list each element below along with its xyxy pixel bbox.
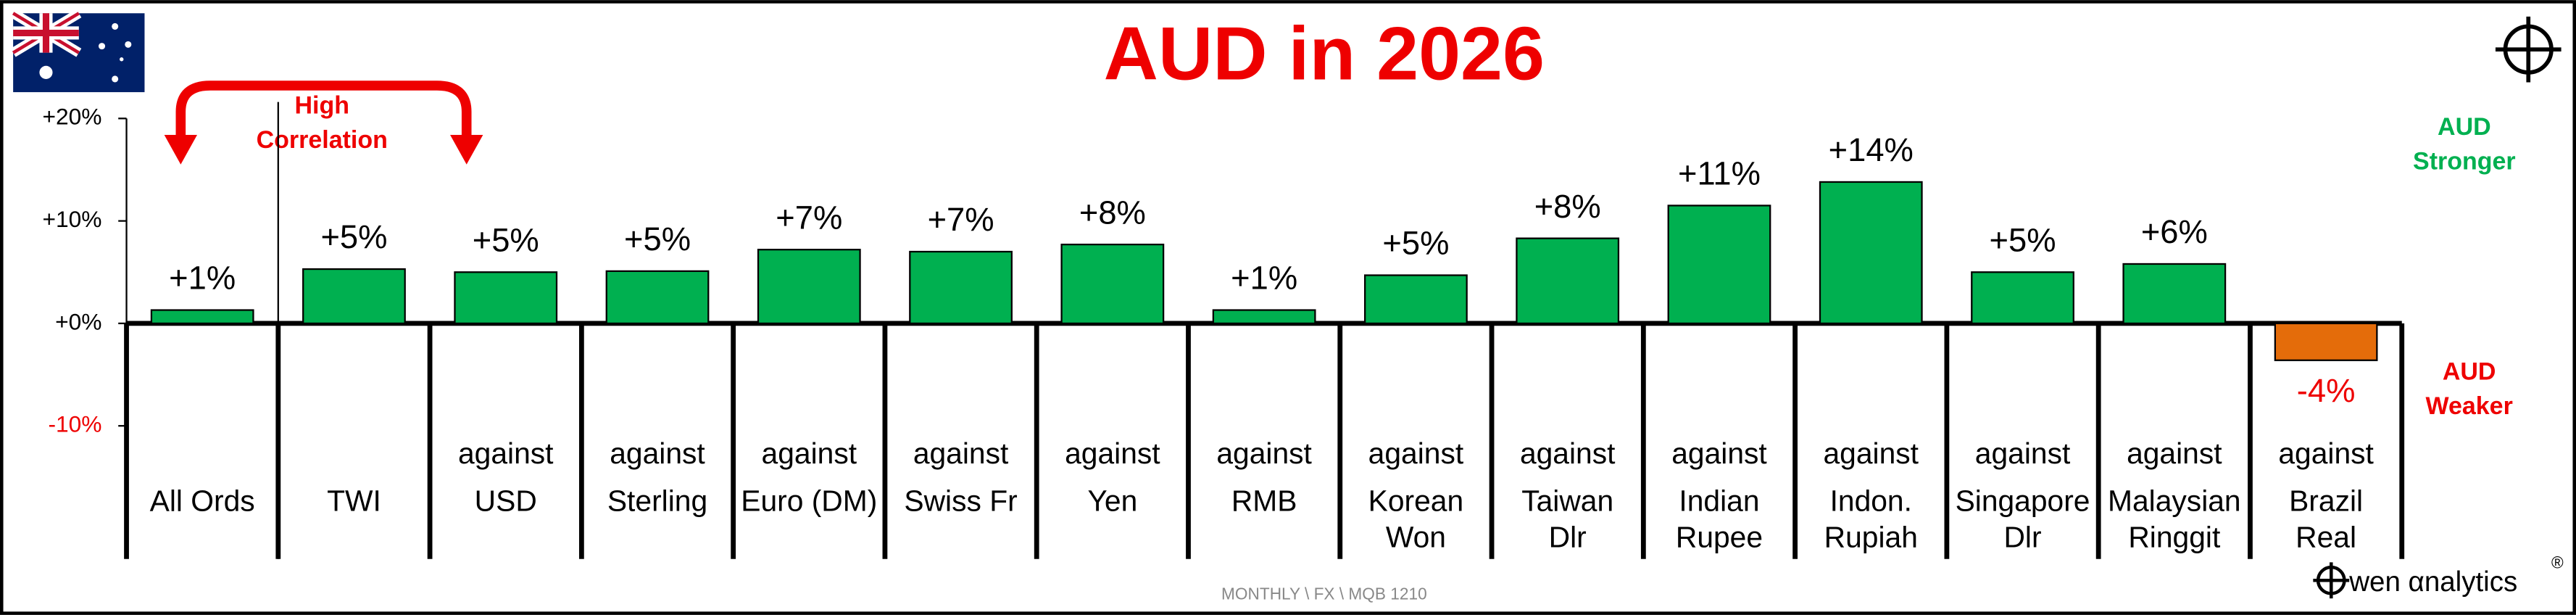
- x-tick-label: Malaysian: [2108, 484, 2241, 518]
- value-label: +14%: [1829, 131, 1914, 168]
- value-label: -4%: [2297, 372, 2356, 409]
- bar: [1516, 237, 1620, 325]
- x-tick-label: Singapore: [1956, 484, 2090, 518]
- x-tick-label: Ringgit: [2128, 520, 2221, 553]
- x-tick-label: against: [1671, 437, 1767, 470]
- x-tick-label: All Ords: [150, 484, 255, 518]
- x-tick-label: Rupee: [1676, 520, 1763, 553]
- x-tick-label: against: [610, 437, 705, 470]
- correlation-arrow: [175, 81, 472, 149]
- x-tick-label: RMB: [1231, 484, 1297, 518]
- chart-title: AUD in 2026: [1104, 12, 1545, 96]
- x-tick-label: against: [1975, 437, 2071, 470]
- flag: [10, 9, 145, 93]
- x-tick-label: Yen: [1087, 484, 1137, 518]
- bar: [1819, 181, 1923, 325]
- value-label: +8%: [1079, 194, 1146, 231]
- bar: [757, 249, 861, 325]
- logo-mark: ®: [2551, 553, 2564, 572]
- bar: [150, 309, 254, 325]
- value-label: +5%: [473, 221, 539, 258]
- x-tick-label: against: [762, 437, 857, 470]
- x-tick-label: USD: [475, 484, 537, 518]
- bar: [454, 271, 558, 325]
- y-tick-label: +20%: [43, 104, 102, 130]
- annotation: High: [294, 91, 349, 119]
- x-tick-label: Brazil: [2289, 484, 2363, 518]
- upper-note: Stronger: [2413, 148, 2516, 176]
- x-tick-label: against: [1520, 437, 1616, 470]
- upper-note: AUD: [2438, 113, 2491, 141]
- bar: [302, 268, 406, 325]
- value-label: +5%: [320, 218, 387, 255]
- x-tick-label: Indian: [1679, 484, 1759, 518]
- x-tick-label: TWI: [327, 484, 381, 518]
- annotation: Correlation: [257, 126, 388, 154]
- x-tick-label: Euro (DM): [741, 484, 877, 518]
- y-tick-label: +0%: [55, 308, 101, 334]
- lower-note: Weaker: [2426, 392, 2513, 420]
- x-tick-label: against: [1065, 437, 1160, 470]
- bar: [1667, 205, 1771, 325]
- x-tick-label: Korean: [1368, 484, 1464, 518]
- x-tick-label: Indon.: [1830, 484, 1912, 518]
- x-tick-label: Taiwan: [1521, 484, 1613, 518]
- value-label: +8%: [1534, 188, 1601, 225]
- x-tick-label: against: [1824, 437, 1919, 470]
- lower-note: AUD: [2443, 358, 2496, 386]
- value-label: +1%: [1231, 260, 1297, 297]
- x-tick-label: against: [458, 437, 554, 470]
- x-tick-label: against: [2127, 437, 2222, 470]
- x-tick-label: against: [1368, 437, 1464, 470]
- value-label: +5%: [1382, 225, 1449, 262]
- bar: [2274, 322, 2378, 361]
- value-label: +1%: [169, 260, 236, 297]
- value-label: +7%: [776, 199, 842, 236]
- logo: wen αnalytics: [2348, 566, 2517, 598]
- value-label: +11%: [1678, 155, 1761, 192]
- x-tick-label: against: [2278, 437, 2374, 470]
- x-tick-label: Rupiah: [1824, 520, 1918, 553]
- x-tick-label: Dlr: [1549, 520, 1587, 553]
- bar: [1212, 309, 1316, 325]
- value-label: +5%: [624, 220, 691, 257]
- crosshair: [2495, 16, 2562, 83]
- x-tick-label: Sterling: [607, 484, 707, 518]
- x-tick-label: against: [913, 437, 1009, 470]
- footer: MONTHLY \ FX \ MQB 1210: [1221, 585, 1427, 603]
- y-tick-label: +10%: [43, 206, 102, 232]
- bar: [1971, 271, 2074, 325]
- x-tick-label: Dlr: [2003, 520, 2041, 553]
- bar: [909, 250, 1013, 325]
- x-tick-label: Swiss Fr: [904, 484, 1017, 518]
- bar: [1060, 243, 1165, 325]
- bar: [1364, 274, 1468, 325]
- x-tick-label: Real: [2295, 520, 2356, 553]
- value-label: +7%: [928, 201, 994, 238]
- value-label: +6%: [2141, 213, 2208, 250]
- value-label: +5%: [1990, 221, 2056, 258]
- y-tick-label: -10%: [48, 411, 101, 437]
- x-tick-label: against: [1216, 437, 1312, 470]
- x-tick-label: Won: [1386, 520, 1446, 553]
- logo-icon: [2313, 562, 2350, 599]
- bar: [605, 270, 710, 325]
- bar: [2122, 263, 2227, 325]
